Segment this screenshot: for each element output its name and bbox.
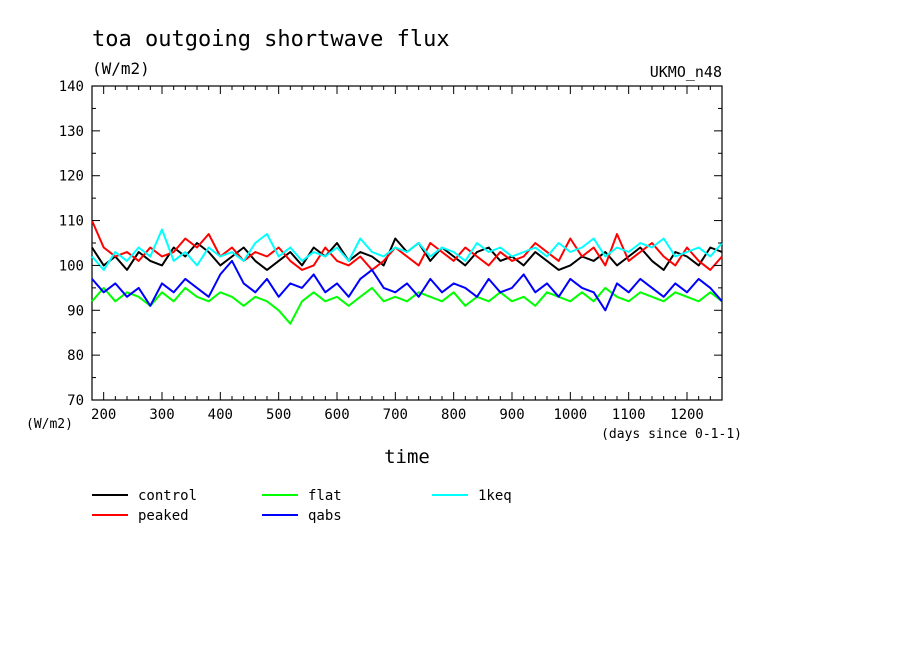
legend-label-control: control bbox=[138, 488, 197, 504]
y-axis-units: (W/m2) bbox=[26, 417, 73, 432]
y-tick-label: 140 bbox=[59, 79, 84, 95]
series-line-1keq bbox=[91, 228, 723, 271]
x-axis-label: time bbox=[384, 446, 430, 468]
x-tick-label: 1000 bbox=[553, 407, 587, 423]
y-tick-label: 90 bbox=[67, 303, 84, 319]
y-tick-label: 70 bbox=[67, 393, 84, 409]
x-tick-label: 700 bbox=[383, 407, 408, 423]
x-tick-label: 200 bbox=[91, 407, 116, 423]
x-tick-label: 400 bbox=[208, 407, 233, 423]
x-tick-label: 900 bbox=[499, 407, 524, 423]
x-tick-label: 800 bbox=[441, 407, 466, 423]
chart-subtitle: (W/m2) bbox=[92, 59, 150, 78]
x-axis: 200 300 400 500 600 700 800 900 1000 1100 1200 bbox=[91, 86, 723, 423]
y-tick-label: 80 bbox=[67, 348, 84, 364]
x-tick-label: 1200 bbox=[670, 407, 704, 423]
plot-frame bbox=[91, 85, 723, 401]
y-axis: 70 80 90 100 110 120 130 140 bbox=[59, 79, 722, 409]
y-tick-label: 110 bbox=[59, 214, 84, 230]
x-tick-label: 500 bbox=[266, 407, 291, 423]
legend-label-1keq: 1keq bbox=[478, 488, 512, 504]
x-axis-units: (days since 0-1-1) bbox=[601, 427, 742, 442]
legend-label-flat: flat bbox=[308, 488, 342, 504]
series-line-flat bbox=[91, 286, 723, 325]
legend-label-peaked: peaked bbox=[138, 508, 189, 524]
chart-title: toa outgoing shortwave flux bbox=[92, 27, 450, 52]
y-tick-label: 100 bbox=[59, 258, 84, 274]
x-tick-label: 1100 bbox=[612, 407, 646, 423]
x-tick-label: 300 bbox=[149, 407, 174, 423]
legend-label-qabs: qabs bbox=[308, 508, 342, 524]
y-tick-label: 120 bbox=[59, 169, 84, 185]
series-line-peaked bbox=[91, 220, 723, 271]
x-tick-label: 600 bbox=[324, 407, 349, 423]
series-line-qabs bbox=[91, 259, 723, 312]
series-layer bbox=[91, 220, 723, 325]
legend: control peaked flat qabs 1keq bbox=[92, 488, 512, 524]
model-label: UKMO_n48 bbox=[650, 63, 722, 81]
y-tick-label: 130 bbox=[59, 124, 84, 140]
